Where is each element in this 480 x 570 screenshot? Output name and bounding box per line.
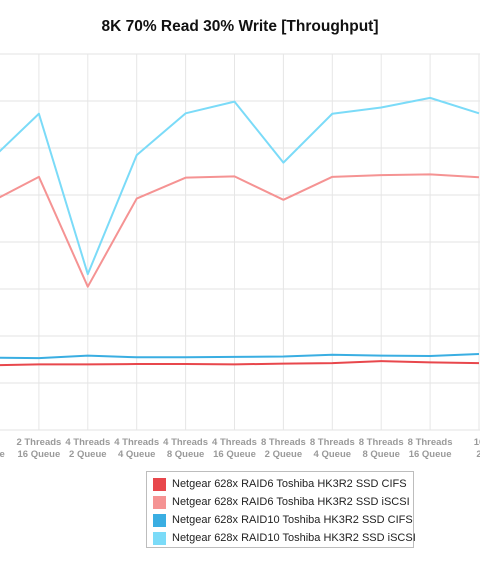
x-tick-label: 8 Threads 8 Queue (359, 437, 404, 460)
series-line-3 (0, 352, 480, 360)
grid (0, 53, 480, 431)
x-tick-label: 8 Threads 16 Queue (408, 437, 453, 460)
legend-item: Netgear 628x RAID6 Toshiba HK3R2 SSD iSC… (153, 493, 410, 511)
legend-label: Netgear 628x RAID10 Toshiba HK3R2 SSD iS… (172, 532, 416, 544)
x-tick-label: 2 Threads 16 Queue (16, 437, 61, 460)
x-tick-label: 8 Threads 2 Queue (261, 437, 306, 460)
x-tick-label: 4 Threads 8 Queue (163, 437, 208, 460)
x-tick-label: 4 Threads 4 Queue (114, 437, 159, 460)
legend: Netgear 628x RAID6 Toshiba HK3R2 SSD CIF… (146, 471, 416, 548)
legend-label: Netgear 628x RAID6 Toshiba HK3R2 SSD iSC… (172, 496, 410, 508)
x-tick-label: 4 Threads 16 Queue (212, 437, 257, 460)
series-line-2 (0, 173, 480, 288)
legend-swatch (153, 513, 166, 527)
legend-item: Netgear 628x RAID10 Toshiba HK3R2 SSD iS… (153, 529, 416, 547)
x-tick-label: Queue (0, 449, 5, 460)
legend-label: Netgear 628x RAID6 Toshiba HK3R2 SSD CIF… (172, 478, 407, 490)
x-tick-label: 162 (474, 437, 480, 460)
x-tick-label: 8 Threads 4 Queue (310, 437, 355, 460)
series-lines (0, 96, 480, 367)
series-line-1 (0, 360, 480, 367)
series-line-4 (0, 96, 480, 276)
x-tick-label: 4 Threads 2 Queue (65, 437, 110, 460)
legend-item: Netgear 628x RAID6 Toshiba HK3R2 SSD CIF… (153, 475, 407, 493)
legend-swatch (153, 495, 166, 509)
legend-swatch (153, 477, 166, 491)
legend-swatch (153, 531, 166, 545)
legend-label: Netgear 628x RAID10 Toshiba HK3R2 SSD CI… (172, 514, 413, 526)
chart-title: 8K 70% Read 30% Write [Throughput] (101, 18, 379, 35)
legend-item: Netgear 628x RAID10 Toshiba HK3R2 SSD CI… (153, 511, 413, 529)
